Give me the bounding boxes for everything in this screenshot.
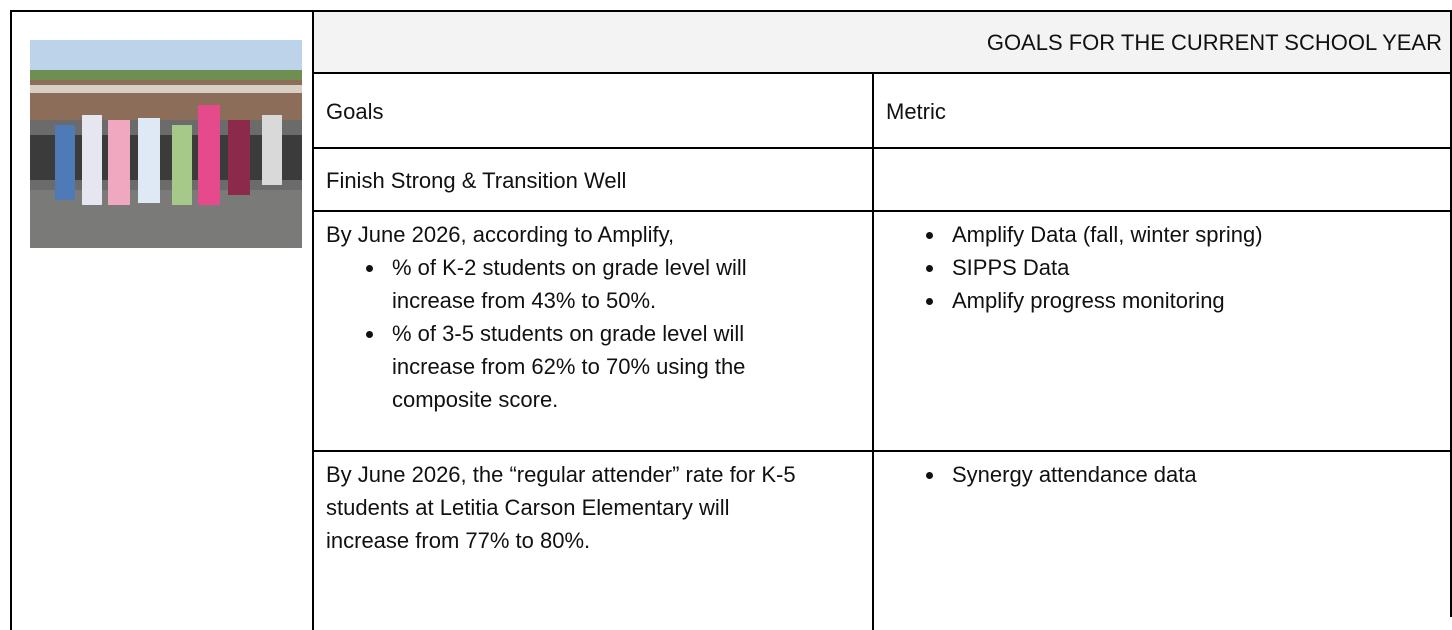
photo <box>30 40 302 248</box>
metric-cell: Synergy attendance data <box>872 450 1452 630</box>
metric-bullets: Amplify Data (fall, winter spring) SIPPS… <box>886 218 1440 317</box>
goal-text: By June 2026, according to Amplify, <box>326 222 675 247</box>
metric-bullet: Amplify Data (fall, winter spring) <box>946 218 1440 251</box>
metric-bullets: Synergy attendance data <box>886 458 1440 491</box>
goal-bullet: % of K-2 students on grade level will in… <box>386 251 813 317</box>
goal-bullets: % of K-2 students on grade level will in… <box>326 251 813 416</box>
metric-bullet: SIPPS Data <box>946 251 1440 284</box>
goal-cell: By June 2026, according to Amplify, % of… <box>312 210 873 451</box>
metric-bullet: Amplify progress monitoring <box>946 284 1440 317</box>
table-border <box>1450 10 1452 617</box>
goal-bullet: % of 3-5 students on grade level will in… <box>386 317 813 416</box>
photo-cell <box>10 10 313 630</box>
metric-cell <box>872 147 1452 211</box>
header-title: GOALS FOR THE CURRENT SCHOOL YEAR <box>312 10 1452 73</box>
goal-text: Finish Strong & Transition Well <box>326 167 627 193</box>
goal-cell: By June 2026, the “regular attender” rat… <box>312 450 873 630</box>
page: GOALS FOR THE CURRENT SCHOOL YEAR Goals … <box>0 0 1452 617</box>
goal-cell: Finish Strong & Transition Well <box>312 147 873 211</box>
goal-text: By June 2026, the “regular attender” rat… <box>326 462 796 553</box>
metric-bullet: Synergy attendance data <box>946 458 1440 491</box>
column-header: Metric <box>872 72 1452 148</box>
metric-cell: Amplify Data (fall, winter spring) SIPPS… <box>872 210 1452 451</box>
column-header-text: Goals <box>326 98 384 124</box>
column-header: Goals <box>312 72 873 148</box>
column-header-text: Metric <box>886 98 946 124</box>
